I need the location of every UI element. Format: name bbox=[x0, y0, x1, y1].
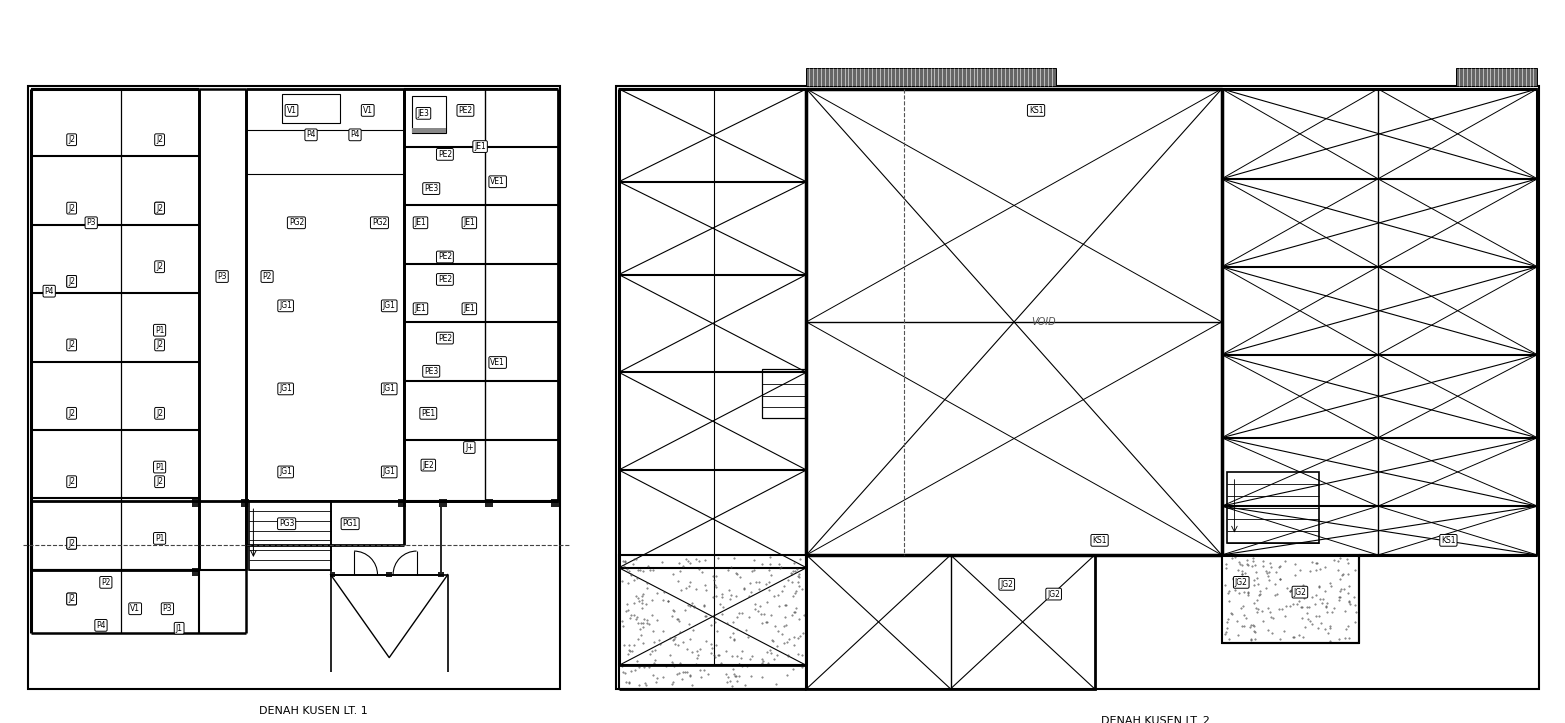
Text: P1: P1 bbox=[155, 326, 164, 335]
Text: JG1: JG1 bbox=[279, 385, 293, 393]
Bar bbox=[330, 572, 335, 578]
Text: J2: J2 bbox=[156, 408, 163, 418]
Bar bbox=[806, 555, 1094, 689]
Text: JG1: JG1 bbox=[383, 468, 396, 476]
Bar bbox=[1455, 69, 1537, 86]
Text: V1: V1 bbox=[286, 106, 296, 115]
Text: PE3: PE3 bbox=[424, 367, 438, 376]
Bar bbox=[485, 500, 493, 507]
Text: DENAH KUSEN LT. 2: DENAH KUSEN LT. 2 bbox=[1102, 716, 1210, 723]
Text: J2: J2 bbox=[69, 204, 75, 213]
Text: JG2: JG2 bbox=[1235, 578, 1247, 587]
Bar bbox=[192, 568, 200, 576]
Text: PE1: PE1 bbox=[421, 408, 435, 418]
Text: J1: J1 bbox=[175, 624, 183, 633]
Bar bbox=[387, 572, 393, 578]
Text: KS1: KS1 bbox=[1028, 106, 1044, 115]
Text: JG2: JG2 bbox=[1047, 589, 1060, 599]
Text: J2: J2 bbox=[69, 477, 75, 486]
Text: J2: J2 bbox=[69, 539, 75, 548]
Text: P2: P2 bbox=[263, 272, 272, 281]
Text: J2: J2 bbox=[69, 594, 75, 604]
Bar bbox=[551, 500, 559, 507]
Bar bbox=[806, 69, 1056, 86]
Text: JE3: JE3 bbox=[418, 109, 429, 118]
Text: JG1: JG1 bbox=[383, 301, 396, 310]
Text: JE1: JE1 bbox=[463, 304, 476, 313]
Text: J2: J2 bbox=[156, 204, 163, 213]
Text: J2: J2 bbox=[156, 477, 163, 486]
Bar bbox=[412, 128, 446, 133]
Text: PE2: PE2 bbox=[459, 106, 473, 115]
Text: DENAH KUSEN LT. 1: DENAH KUSEN LT. 1 bbox=[260, 706, 368, 716]
Text: PG2: PG2 bbox=[372, 218, 387, 227]
Text: P4: P4 bbox=[44, 287, 53, 296]
Text: P4: P4 bbox=[307, 130, 316, 140]
Text: J2: J2 bbox=[156, 341, 163, 349]
Text: JG1: JG1 bbox=[279, 301, 293, 310]
Text: J2: J2 bbox=[69, 277, 75, 286]
Text: P1: P1 bbox=[155, 534, 164, 543]
Text: VE1: VE1 bbox=[490, 177, 505, 187]
Text: P2: P2 bbox=[102, 578, 111, 587]
Text: J2: J2 bbox=[69, 341, 75, 349]
Bar bbox=[192, 500, 200, 507]
Text: J+: J+ bbox=[465, 443, 474, 452]
Text: PG3: PG3 bbox=[279, 519, 294, 529]
Text: V1: V1 bbox=[363, 106, 372, 115]
Text: J2: J2 bbox=[156, 204, 163, 213]
Text: VE1: VE1 bbox=[490, 358, 505, 367]
Text: PE2: PE2 bbox=[438, 252, 452, 262]
Text: JE2: JE2 bbox=[423, 461, 434, 470]
Text: J2: J2 bbox=[156, 262, 163, 271]
Text: J2: J2 bbox=[156, 135, 163, 144]
Text: JE1: JE1 bbox=[415, 218, 426, 227]
Text: P3: P3 bbox=[163, 604, 172, 613]
Bar bbox=[282, 94, 340, 123]
Text: PG2: PG2 bbox=[290, 218, 304, 227]
Text: J2: J2 bbox=[69, 594, 75, 604]
Text: P3: P3 bbox=[86, 218, 95, 227]
Text: JE1: JE1 bbox=[474, 142, 487, 151]
Text: JE1: JE1 bbox=[463, 218, 476, 227]
Text: PE2: PE2 bbox=[438, 150, 452, 159]
Text: P3: P3 bbox=[218, 272, 227, 281]
Bar bbox=[398, 500, 405, 507]
Text: P4: P4 bbox=[351, 130, 360, 140]
Text: KS1: KS1 bbox=[1441, 536, 1455, 545]
Text: J2: J2 bbox=[69, 408, 75, 418]
Text: J2: J2 bbox=[69, 135, 75, 144]
Text: VOID: VOID bbox=[1031, 317, 1056, 327]
Text: P1: P1 bbox=[155, 463, 164, 471]
Text: JG1: JG1 bbox=[383, 385, 396, 393]
Bar bbox=[440, 500, 448, 507]
Bar bbox=[28, 86, 560, 689]
Text: JG1: JG1 bbox=[279, 468, 293, 476]
Bar bbox=[617, 86, 1540, 689]
Bar bbox=[412, 95, 446, 133]
Bar bbox=[330, 501, 441, 575]
Text: JE1: JE1 bbox=[415, 304, 426, 313]
Bar bbox=[1222, 555, 1358, 643]
Bar bbox=[241, 500, 249, 507]
Text: J2: J2 bbox=[69, 539, 75, 548]
Text: JG2: JG2 bbox=[1293, 588, 1307, 596]
Bar bbox=[438, 572, 444, 578]
Bar bbox=[249, 501, 330, 570]
Text: PE3: PE3 bbox=[424, 184, 438, 193]
Text: P4: P4 bbox=[95, 621, 106, 630]
Bar bbox=[1227, 472, 1319, 543]
Text: V1: V1 bbox=[130, 604, 141, 613]
Text: JG2: JG2 bbox=[1000, 580, 1013, 589]
Text: PG1: PG1 bbox=[343, 519, 358, 529]
Text: PE2: PE2 bbox=[438, 333, 452, 343]
Text: KS1: KS1 bbox=[1092, 536, 1106, 545]
Text: J2: J2 bbox=[69, 277, 75, 286]
Bar bbox=[618, 555, 806, 689]
Text: PE2: PE2 bbox=[438, 275, 452, 284]
Bar bbox=[762, 369, 806, 418]
